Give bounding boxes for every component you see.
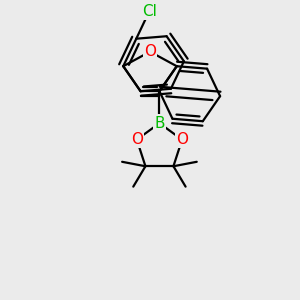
Text: O: O bbox=[176, 132, 188, 147]
Text: O: O bbox=[131, 132, 143, 147]
Text: O: O bbox=[144, 44, 156, 59]
Text: B: B bbox=[154, 116, 165, 131]
Text: Cl: Cl bbox=[142, 4, 157, 19]
